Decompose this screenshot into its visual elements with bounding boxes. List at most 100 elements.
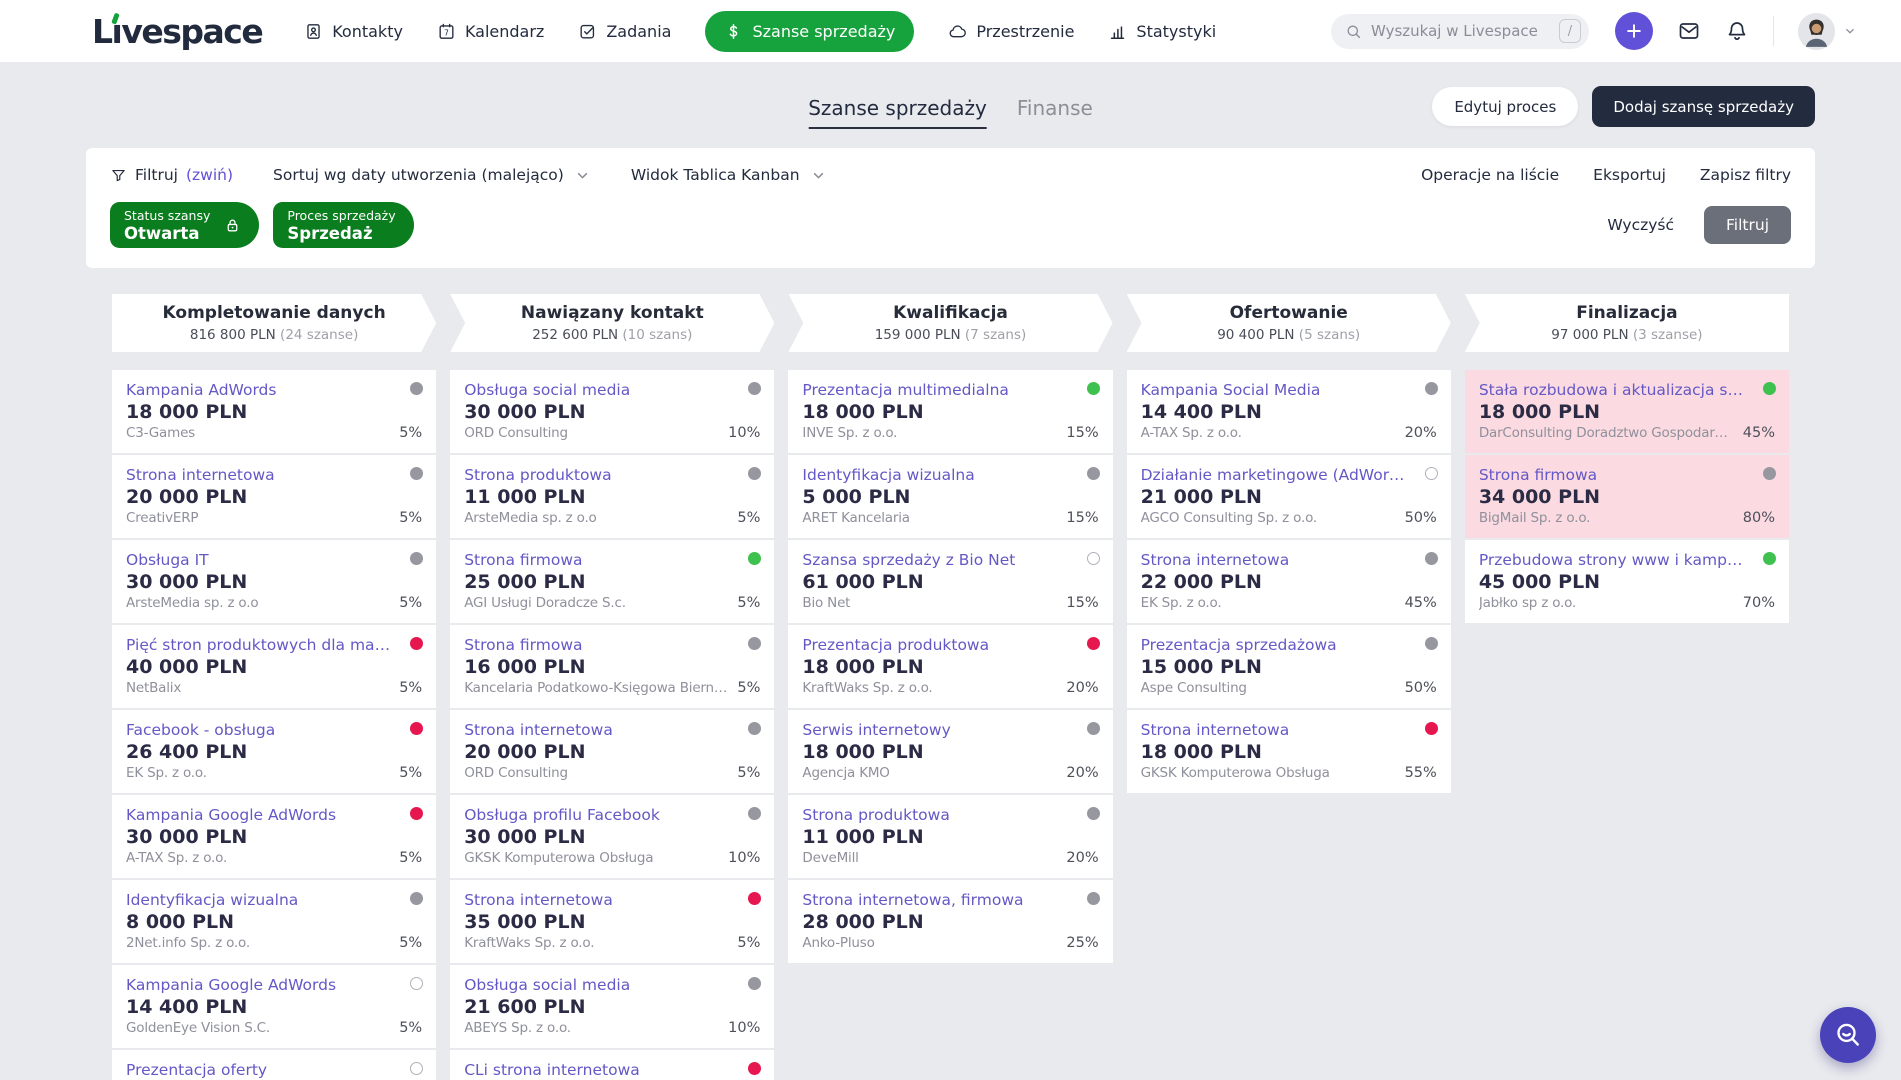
deal-title[interactable]: Identyfikacja wizualna bbox=[802, 466, 975, 484]
deal-card[interactable]: Strona internetowa 20 000 PLN ORD Consul… bbox=[450, 710, 775, 793]
deal-card[interactable]: Strona internetowa, firmowa 28 000 PLN A… bbox=[788, 880, 1113, 963]
tab-finanse[interactable]: Finanse bbox=[1016, 96, 1093, 120]
deal-title[interactable]: Strona internetowa, firmowa bbox=[802, 891, 1024, 909]
deal-title[interactable]: Strona firmowa bbox=[1478, 466, 1598, 484]
deal-card[interactable]: Strona produktowa 11 000 PLN DeveMill 20… bbox=[788, 795, 1113, 878]
nav-item-szanse-sprzedaży[interactable]: Szanse sprzedaży bbox=[705, 10, 915, 52]
deal-card[interactable]: Strona internetowa 18 000 PLN GKSK Kompu… bbox=[1126, 710, 1451, 793]
deal-card[interactable]: Prezentacja multimedialna 18 000 PLN INV… bbox=[788, 370, 1113, 453]
help-search-fab[interactable] bbox=[1820, 1007, 1876, 1063]
add-opportunity-button[interactable]: Dodaj szansę sprzedaży bbox=[1592, 86, 1815, 127]
deal-title[interactable]: Kampania Google AdWords bbox=[126, 976, 337, 994]
deal-title[interactable]: Działanie marketingowe (AdWords i soci..… bbox=[1140, 466, 1437, 484]
deal-title[interactable]: Serwis internetowy bbox=[802, 721, 951, 739]
deal-card[interactable]: Kampania Social Media 14 400 PLN A-TAX S… bbox=[1126, 370, 1451, 453]
deal-card[interactable]: Kampania Google AdWords 14 400 PLN Golde… bbox=[112, 965, 437, 1048]
deal-title[interactable]: Kampania Social Media bbox=[1140, 381, 1321, 399]
deal-title[interactable]: Facebook - obsługa bbox=[126, 721, 276, 739]
deal-card[interactable]: Identyfikacja wizualna 8 000 PLN 2Net.in… bbox=[112, 880, 437, 963]
deal-title[interactable]: Obsługa IT bbox=[126, 551, 209, 569]
deal-card[interactable]: Kampania Google AdWords 30 000 PLN A-TAX… bbox=[112, 795, 437, 878]
deal-title[interactable]: Obsługa social media bbox=[464, 976, 631, 994]
deal-card[interactable]: Identyfikacja wizualna 5 000 PLN ARET Ka… bbox=[788, 455, 1113, 538]
nav-item-kalendarz[interactable]: 7 Kalendarz bbox=[437, 22, 544, 41]
bell-icon[interactable] bbox=[1725, 19, 1749, 43]
search-input[interactable] bbox=[1371, 22, 1550, 40]
filter-toggle[interactable]: Filtruj (zwiń) bbox=[110, 166, 233, 184]
deal-card[interactable]: Strona internetowa 20 000 PLN CreativERP… bbox=[112, 455, 437, 538]
deal-title[interactable]: Strona firmowa bbox=[464, 551, 583, 569]
nav-item-zadania[interactable]: Zadania bbox=[578, 22, 671, 41]
deal-card[interactable]: Szansa sprzedaży z Bio Net 61 000 PLN Bi… bbox=[788, 540, 1113, 623]
deal-card[interactable]: Strona produktowa 11 000 PLN ArsteMedia … bbox=[450, 455, 775, 538]
deal-card[interactable]: Obsługa profilu Facebook 30 000 PLN GKSK… bbox=[450, 795, 775, 878]
deal-card[interactable]: Strona firmowa 25 000 PLN AGI Usługi Dor… bbox=[450, 540, 775, 623]
deal-card[interactable]: Przebudowa strony www i kampania 45 000 … bbox=[1464, 540, 1790, 623]
nav-item-kontakty[interactable]: Kontakty bbox=[304, 22, 403, 41]
add-button[interactable] bbox=[1615, 12, 1653, 50]
deal-card[interactable]: CLi strona internetowa bbox=[450, 1050, 775, 1080]
mail-icon[interactable] bbox=[1677, 19, 1701, 43]
filter-chip-proces-sprzedaży[interactable]: Proces sprzedaży Sprzedaż bbox=[273, 202, 414, 248]
deal-amount: 14 400 PLN bbox=[126, 996, 248, 1018]
deal-card[interactable]: Obsługa social media 21 600 PLN ABEYS Sp… bbox=[450, 965, 775, 1048]
deal-card[interactable]: Stała rozbudowa i aktualizacja strony 18… bbox=[1464, 370, 1790, 453]
deal-title[interactable]: Obsługa social media bbox=[464, 381, 631, 399]
deal-card[interactable]: Prezentacja produktowa 18 000 PLN KraftW… bbox=[788, 625, 1113, 708]
save-filters-link[interactable]: Zapisz filtry bbox=[1699, 166, 1791, 184]
deal-card[interactable]: Facebook - obsługa 26 400 PLN EK Sp. z o… bbox=[112, 710, 437, 793]
deal-card[interactable]: Obsługa social media 30 000 PLN ORD Cons… bbox=[450, 370, 775, 453]
deal-card[interactable]: Kampania AdWords 18 000 PLN C3-Games 5% bbox=[112, 370, 437, 453]
deal-amount: 11 000 PLN bbox=[464, 486, 586, 508]
deal-title[interactable]: Identyfikacja wizualna bbox=[126, 891, 299, 909]
deal-card[interactable]: Strona internetowa 22 000 PLN EK Sp. z o… bbox=[1126, 540, 1451, 623]
global-search[interactable]: / bbox=[1331, 13, 1589, 49]
collapse-link[interactable]: (zwiń) bbox=[185, 166, 234, 184]
deal-title[interactable]: Kampania Google AdWords bbox=[126, 806, 337, 824]
deal-card[interactable]: Obsługa IT 30 000 PLN ArsteMedia sp. z o… bbox=[112, 540, 437, 623]
deal-title[interactable]: Prezentacja oferty bbox=[126, 1061, 268, 1079]
deal-card[interactable]: Prezentacja oferty bbox=[112, 1050, 437, 1080]
deal-card[interactable]: Strona internetowa 35 000 PLN KraftWaks … bbox=[450, 880, 775, 963]
deal-title[interactable]: Prezentacja sprzedażowa bbox=[1140, 636, 1337, 654]
nav-item-statystyki[interactable]: Statystyki bbox=[1108, 22, 1216, 41]
deal-title[interactable]: Szansa sprzedaży z Bio Net bbox=[802, 551, 1016, 569]
app-logo[interactable]: Lıvespace bbox=[92, 11, 264, 51]
filter-chip-status-szansy[interactable]: Status szansy Otwarta bbox=[110, 202, 260, 248]
sort-dropdown[interactable]: Sortuj wg daty utworzenia (malejąco) bbox=[273, 166, 591, 184]
user-menu[interactable] bbox=[1798, 12, 1857, 50]
deal-title[interactable]: CLi strona internetowa bbox=[464, 1061, 640, 1079]
deal-amount: 5 000 PLN bbox=[802, 486, 911, 508]
deal-title[interactable]: Prezentacja produktowa bbox=[802, 636, 990, 654]
deal-title[interactable]: Prezentacja multimedialna bbox=[802, 381, 1009, 399]
deal-title[interactable]: Strona internetowa bbox=[1140, 551, 1290, 569]
deal-title[interactable]: Pięć stron produktowych dla marek bbox=[126, 636, 400, 654]
deal-card[interactable]: Działanie marketingowe (AdWords i soci..… bbox=[1126, 455, 1451, 538]
deal-title[interactable]: Strona produktowa bbox=[802, 806, 950, 824]
column-title: Ofertowanie bbox=[1229, 303, 1348, 323]
deal-card[interactable]: Serwis internetowy 18 000 PLN Agencja KM… bbox=[788, 710, 1113, 793]
deal-card[interactable]: Pięć stron produktowych dla marek 40 000… bbox=[112, 625, 437, 708]
deal-card[interactable]: Strona firmowa 16 000 PLN Kancelaria Pod… bbox=[450, 625, 775, 708]
tab-szanse-sprzedaży[interactable]: Szanse sprzedaży bbox=[808, 96, 987, 129]
clear-filters-button[interactable]: Wyczyść bbox=[1607, 216, 1675, 234]
deal-title[interactable]: Stała rozbudowa i aktualizacja strony bbox=[1478, 381, 1769, 399]
deal-card[interactable]: Prezentacja sprzedażowa 15 000 PLN Aspe … bbox=[1126, 625, 1451, 708]
deal-title[interactable]: Strona produktowa bbox=[464, 466, 612, 484]
export-link[interactable]: Eksportuj bbox=[1593, 166, 1666, 184]
deal-title[interactable]: Strona internetowa bbox=[464, 891, 613, 909]
edit-process-button[interactable]: Edytuj proces bbox=[1432, 87, 1579, 126]
deal-title[interactable]: Przebudowa strony www i kampania bbox=[1478, 551, 1761, 569]
deal-title[interactable]: Strona firmowa bbox=[464, 636, 583, 654]
apply-filters-button[interactable]: Filtruj bbox=[1704, 206, 1791, 244]
deal-card[interactable]: Strona firmowa 34 000 PLN BigMail Sp. z … bbox=[1464, 455, 1790, 538]
deal-title[interactable]: Obsługa profilu Facebook bbox=[464, 806, 660, 824]
deal-title[interactable]: Strona internetowa bbox=[1140, 721, 1290, 739]
view-dropdown[interactable]: Widok Tablica Kanban bbox=[631, 166, 827, 184]
deal-title[interactable]: Strona internetowa bbox=[464, 721, 613, 739]
list-operations-link[interactable]: Operacje na liście bbox=[1421, 166, 1560, 184]
nav-item-przestrzenie[interactable]: Przestrzenie bbox=[948, 22, 1074, 41]
deal-title[interactable]: Kampania AdWords bbox=[126, 381, 277, 399]
deal-title[interactable]: Strona internetowa bbox=[126, 466, 275, 484]
deal-status-dot bbox=[1086, 892, 1100, 905]
